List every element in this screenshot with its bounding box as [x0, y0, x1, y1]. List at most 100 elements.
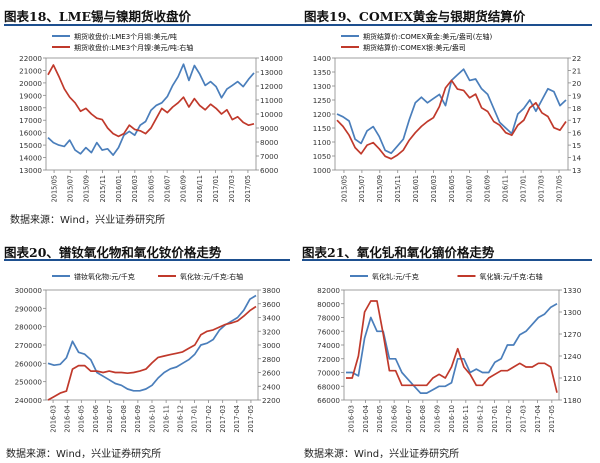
x-axis-tick-label: 2016-10: [148, 405, 156, 433]
x-axis-tick-label: 2016-06: [390, 405, 398, 433]
title-rule: [4, 24, 592, 26]
x-axis-tick-label: 2016/07: [466, 175, 474, 202]
chart-svg: 66000 68000 70000 72000 74000 76000 78000 80000…: [317, 272, 582, 433]
left-axis-tick-label: 270000: [15, 341, 43, 350]
right-axis-tick-label: 1180: [563, 396, 582, 405]
data-source-note: 数据来源：Wind，兴业证券研究所: [10, 215, 166, 226]
left-axis-tick-label: 300000: [15, 286, 43, 295]
x-axis-tick-label: 2016-07: [405, 405, 413, 433]
x-axis-tick-label: 2016/11: [502, 175, 510, 202]
right-axis-tick-label: 21: [572, 66, 581, 75]
right-axis-tick-label: 1210: [563, 374, 582, 383]
x-axis-tick-label: 2017-04: [534, 405, 542, 433]
right-axis-tick-label: 2400: [262, 382, 281, 391]
x-axis-tick-label: 2017-05: [548, 405, 556, 433]
x-axis-tick-label: 2015/07: [67, 175, 75, 202]
x-axis-tick-label: 2016/01: [412, 175, 420, 202]
x-axis-tick-label: 2015/09: [376, 175, 384, 202]
right-axis-tick-label: 3200: [262, 327, 281, 336]
x-axis-tick-label: 2016-06: [92, 405, 100, 433]
left-axis-tick-label: 22000: [19, 54, 42, 63]
left-axis-tick-label: 20000: [19, 79, 42, 88]
legend-label: 期货收盘价:LME3个月锡:美元/吨: [74, 32, 177, 41]
left-axis-tick-label: 76000: [317, 327, 340, 336]
right-axis-tick-label: 22: [572, 54, 581, 63]
data-source-note: 数据来源：Wind，兴业证券研究所: [6, 449, 162, 460]
x-axis-tick-label: 2016-04: [64, 405, 72, 433]
x-axis-tick-label: 2017/03: [228, 175, 236, 202]
series-line-1: [336, 79, 567, 160]
left-axis-tick-label: 21000: [19, 66, 42, 75]
x-axis-tick-label: 2017/05: [244, 175, 252, 202]
right-axis-tick-label: 14000: [260, 54, 283, 63]
title-rule: [4, 259, 290, 261]
chart-lme-tin-nickel: 13000 14000 15000 16000 17000 18000 19000 20000…: [2, 28, 294, 208]
left-axis-tick-label: 18000: [19, 104, 42, 113]
x-axis-tick-label: 2016-09: [433, 405, 441, 433]
right-axis-tick-label: 2200: [262, 396, 281, 405]
chart-comex-gold-silver: 1000 1050 1100 1150 1200 1250 1300 1350 1400 13 14…: [301, 28, 596, 208]
x-axis-tick-label: 2017/01: [519, 175, 527, 202]
x-axis-tick-label: 2015/11: [394, 175, 402, 202]
x-axis-tick-label: 2015/09: [83, 175, 91, 202]
x-axis-tick-label: 2016/09: [180, 175, 188, 202]
series-line-1: [47, 305, 257, 401]
x-axis-tick-label: 2016/11: [196, 175, 204, 202]
x-axis-tick-label: 2017-03: [519, 405, 527, 433]
left-axis-tick-label: 72000: [317, 355, 340, 364]
legend-label: 氧化钕:元/千克:右轴: [180, 272, 243, 281]
right-axis-tick-label: 15: [572, 141, 581, 150]
right-axis-tick-label: 16: [572, 129, 582, 138]
right-axis-tick-label: 13: [572, 166, 581, 175]
legend-label: 氧化镝:元/千克:右轴: [480, 272, 543, 281]
panel-title: 图表19、COMEX黄金与银期货结算价: [304, 9, 526, 24]
x-axis-tick-label: 2016-08: [120, 405, 128, 433]
x-axis-tick-label: 2016/01: [115, 175, 123, 202]
left-axis-tick-label: 1150: [313, 124, 332, 133]
x-axis-tick-label: 2017-02: [505, 405, 513, 433]
x-axis-tick-label: 2016-07: [106, 405, 114, 433]
left-axis-tick-label: 66000: [317, 396, 340, 405]
x-axis-tick-label: 2016/05: [448, 175, 456, 202]
chart-svg: 1000 1050 1100 1150 1200 1250 1300 1350 1400 13 14…: [313, 32, 582, 202]
series-line-0: [47, 294, 257, 392]
legend-label: 期货结算价:COMEX银:美元/盎司: [363, 43, 466, 52]
right-axis-tick-label: 3800: [262, 286, 281, 295]
right-axis-tick-label: 3600: [262, 300, 281, 309]
x-axis-tick-label: 2016-05: [78, 405, 86, 433]
x-axis-tick-label: 2016/07: [163, 175, 171, 202]
x-axis-tick-label: 2017/03: [537, 175, 545, 202]
x-axis-tick-label: 2016-08: [419, 405, 427, 433]
x-axis-tick-label: 2016-10: [448, 405, 456, 433]
right-axis-tick-label: 11000: [260, 96, 283, 105]
right-axis-tick-label: 1240: [563, 352, 582, 361]
legend-label: 期货结算价:COMEX黄金:美元/盎司(左轴): [363, 32, 492, 41]
series-line-0: [346, 303, 558, 394]
x-axis-tick-label: 2017-01: [191, 405, 199, 433]
x-axis-tick-label: 2017-01: [491, 405, 499, 433]
left-axis-tick-label: 290000: [15, 304, 43, 313]
x-axis-tick-label: 2016-11: [162, 405, 170, 433]
x-axis-tick-label: 2016-05: [376, 405, 384, 433]
x-axis-tick-label: 2016-04: [362, 405, 370, 433]
left-axis-tick-label: 16000: [19, 129, 42, 138]
left-axis-tick-label: 1050: [313, 152, 332, 161]
legend-label: 氧化钆:元/千克: [372, 272, 419, 281]
right-axis-tick-label: 10000: [260, 110, 283, 119]
left-axis-tick-label: 1350: [313, 68, 332, 77]
series-line-0: [47, 63, 255, 156]
x-axis-tick-label: 2016/03: [430, 175, 438, 202]
title-rule: [302, 259, 592, 261]
right-axis-tick-label: 14: [572, 154, 582, 163]
right-axis-tick-label: 19: [572, 91, 582, 100]
x-axis-tick-label: 2017-03: [219, 405, 227, 433]
right-axis-tick-label: 18: [572, 104, 582, 113]
left-axis-tick-label: 260000: [15, 359, 43, 368]
x-axis-tick-label: 2016-12: [476, 405, 484, 433]
plot-frame: [334, 57, 569, 171]
data-source-note: 数据来源：Wind，兴业证券研究所: [304, 449, 460, 460]
right-axis-tick-label: 9000: [260, 124, 279, 133]
right-axis-tick-label: 1300: [563, 308, 582, 317]
x-axis-tick-label: 2017/05: [555, 175, 563, 202]
right-axis-tick-label: 6000: [260, 166, 279, 175]
